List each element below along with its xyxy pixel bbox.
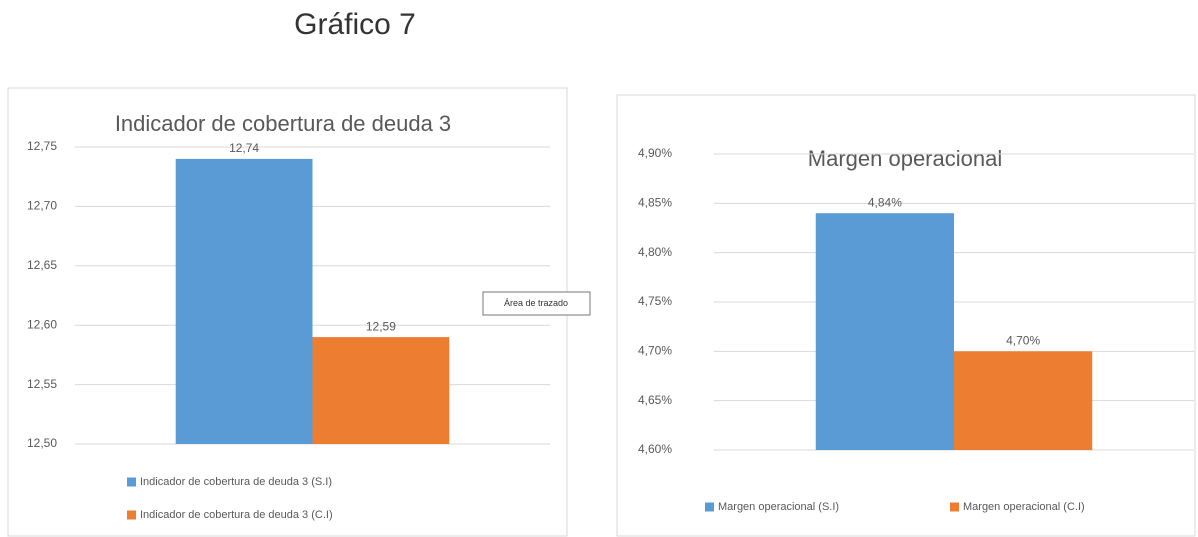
bar xyxy=(815,213,954,450)
data-label: 12,74 xyxy=(229,141,259,155)
legend-swatch xyxy=(127,477,136,487)
y-tick-label: 12,75 xyxy=(27,139,57,153)
y-tick-label: 12,50 xyxy=(27,436,57,450)
legend-swatch xyxy=(127,510,136,520)
y-tick-label: 12,55 xyxy=(27,377,57,391)
y-tick-label: 4,70% xyxy=(638,344,672,358)
y-tick-label: 4,65% xyxy=(638,393,672,407)
y-tick-label: 4,90% xyxy=(638,146,672,160)
legend-label: Margen operacional (S.I) xyxy=(718,501,839,513)
y-tick-label: 12,70 xyxy=(27,199,57,213)
y-tick-label: 12,60 xyxy=(27,317,57,331)
tooltip-text: Área de trazado xyxy=(504,298,568,308)
legend-label: Margen operacional (C.I) xyxy=(963,501,1085,513)
data-label: 4,84% xyxy=(868,195,902,209)
y-tick-label: 12,65 xyxy=(27,258,57,272)
data-label: 4,70% xyxy=(1006,334,1040,348)
data-label: 12,59 xyxy=(366,319,396,333)
chart-title: Margen operacional xyxy=(808,146,1002,171)
legend-swatch xyxy=(950,502,959,512)
y-tick-label: 4,80% xyxy=(638,245,672,259)
legend-swatch xyxy=(705,502,714,512)
y-tick-label: 4,85% xyxy=(638,196,672,210)
bar xyxy=(175,158,313,444)
chart-title: Indicador de cobertura de deuda 3 xyxy=(115,111,451,136)
legend-label: Indicador de cobertura de deuda 3 (C.I) xyxy=(140,509,333,521)
y-tick-label: 4,75% xyxy=(638,294,672,308)
page-title: Gráfico 7 xyxy=(294,8,416,41)
bar xyxy=(312,337,450,444)
y-tick-label: 4,60% xyxy=(638,442,672,456)
tooltip-box xyxy=(482,291,591,316)
legend-label: Indicador de cobertura de deuda 3 (S.I) xyxy=(140,476,332,488)
bar xyxy=(954,351,1093,450)
